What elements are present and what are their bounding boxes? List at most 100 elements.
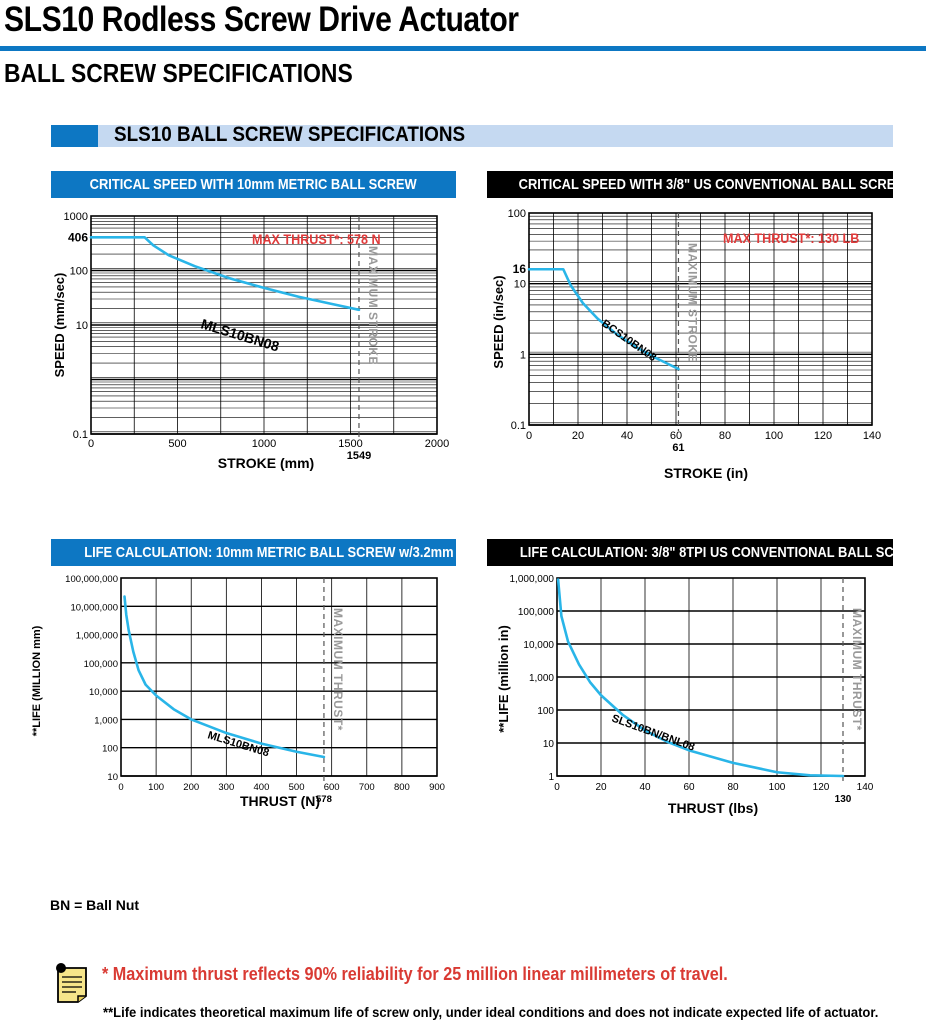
x-tick-label: 200	[183, 782, 199, 793]
ball-nut-note: BN = Ball Nut	[50, 897, 140, 913]
section-title: SLS10 BALL SCREW SPECIFICATIONS	[114, 123, 466, 146]
x-axis-title: STROKE (mm)	[218, 455, 314, 471]
y-tick-label: 100	[102, 744, 118, 755]
x-tick-label: 0	[88, 438, 94, 450]
y-tick-label: 1,000	[94, 715, 118, 726]
x-tick-label: 100	[148, 782, 164, 793]
max-thrust-note: * Maximum thrust reflects 90% reliabilit…	[102, 964, 728, 984]
x-tick-label: 120	[813, 782, 830, 793]
x-tick-label: 40	[621, 430, 633, 442]
y-tick-label: 10,000	[523, 640, 554, 651]
x-tick-label-special: 61	[672, 442, 684, 454]
max-limit-label: MAXIMUM STROKE	[366, 246, 380, 365]
chart-header-label: LIFE CALCULATION: 10mm METRIC BALL SCREW…	[84, 544, 493, 561]
y-tick-label-special: 406	[68, 230, 88, 244]
y-tick-label: 100,000,000	[65, 574, 118, 585]
y-tick-label: 100	[537, 706, 554, 717]
y-axis-title: **LIFE (million in)	[496, 625, 511, 733]
note-pad-icon	[56, 963, 87, 1003]
y-tick-label: 1,000,000	[76, 631, 118, 642]
page-title: SLS10 Rodless Screw Drive Actuator	[4, 0, 519, 39]
page-subtitle: BALL SCREW SPECIFICATIONS	[4, 58, 353, 88]
x-tick-label: 0	[526, 430, 532, 442]
critical-speed-metric-chart: 0.1 10 100 1000 406 0 500 1000 1500 2000 1549 MAXIM…	[52, 211, 449, 471]
y-tick-label: 100,000	[518, 607, 555, 618]
x-tick-label: 500	[289, 782, 305, 793]
series-line	[556, 578, 845, 778]
x-tick-label: 80	[727, 782, 739, 793]
title-rule	[0, 46, 926, 51]
series-label: SLS10BN/BNL08	[610, 713, 696, 754]
x-tick-label: 100	[769, 782, 786, 793]
chart-header-life-metric: LIFE CALCULATION: 10mm METRIC BALL SCREW…	[51, 539, 492, 566]
x-axis-title: STROKE (in)	[664, 465, 748, 481]
x-tick-label-special: 1549	[347, 450, 371, 462]
max-limit-label: MAXIMUM THRUST*	[850, 608, 864, 731]
max-thrust-annotation: MAX THRUST*: 578 N	[252, 231, 381, 247]
section-bar-accent	[51, 125, 98, 147]
x-tick-label: 300	[218, 782, 234, 793]
x-tick-label-special: 578	[316, 794, 332, 805]
y-tick-label: 100,000	[84, 659, 118, 670]
y-tick-label: 1	[520, 349, 526, 361]
y-tick-label-special: 16	[513, 262, 527, 276]
series-label: MLS10BN08	[206, 729, 270, 759]
y-tick-label: 1,000	[529, 673, 554, 684]
x-tick-label-special: 130	[835, 794, 852, 805]
x-tick-label: 60	[670, 430, 682, 442]
x-tick-label: 1500	[338, 438, 362, 450]
plot-frame	[556, 577, 866, 777]
y-tick-label: 10	[514, 279, 526, 291]
x-tick-label: 40	[639, 782, 651, 793]
x-tick-label: 80	[719, 430, 731, 442]
plot-frame	[528, 212, 873, 426]
series-label: MLS10BN08	[199, 316, 281, 355]
x-tick-label: 900	[429, 782, 445, 793]
x-tick-label: 60	[683, 782, 695, 793]
chart-header-critical-speed-us: CRITICAL SPEED WITH 3/8" US CONVENTIONAL…	[487, 171, 908, 198]
y-axis-title: SPEED (mm/sec)	[52, 273, 67, 378]
x-tick-label: 100	[765, 430, 783, 442]
chart-header-label: CRITICAL SPEED WITH 3/8" US CONVENTIONAL…	[518, 176, 908, 193]
x-tick-label: 20	[572, 430, 584, 442]
max-limit-label: MAXIMUM STROKE	[685, 243, 699, 362]
x-axis-title: THRUST (N)	[240, 793, 320, 809]
life-metric-chart: 10 100 1,000 10,000 100,000 1,000,000 10,000,0…	[31, 574, 445, 809]
x-tick-label: 120	[814, 430, 832, 442]
life-us-chart: 1 10 100 1,000 10,000 100,000 1,000,000 0 20 40 60…	[496, 574, 874, 816]
x-tick-label: 140	[863, 430, 881, 442]
y-tick-label: 10	[76, 320, 88, 332]
chart-header-life-us: LIFE CALCULATION: 3/8" 8TPI US CONVENTIO…	[487, 539, 924, 566]
chart-header-label: CRITICAL SPEED WITH 10mm METRIC BALL SCR…	[89, 176, 418, 193]
chart-header-critical-speed-metric: CRITICAL SPEED WITH 10mm METRIC BALL SCR…	[51, 171, 456, 198]
x-tick-label: 0	[554, 782, 560, 793]
series-line	[89, 236, 361, 312]
y-tick-label: 10,000,000	[70, 602, 118, 613]
chart-header-label: LIFE CALCULATION: 3/8" 8TPI US CONVENTIO…	[519, 544, 924, 561]
y-tick-label: 100	[70, 266, 88, 278]
life-note: **Life indicates theoretical maximum lif…	[103, 1004, 879, 1020]
series-label: BCS10BN08	[599, 318, 658, 364]
section-bar	[51, 125, 893, 147]
y-tick-label: 1000	[64, 211, 88, 223]
x-tick-label: 800	[394, 782, 410, 793]
y-tick-label: 10,000	[89, 687, 118, 698]
x-tick-label: 400	[254, 782, 270, 793]
y-tick-label: 10	[543, 739, 555, 750]
y-tick-label: 0.1	[511, 420, 526, 432]
max-limit-label: MAXIMUM THRUST*	[331, 608, 345, 731]
y-tick-label: 1,000,000	[510, 574, 555, 585]
plot-frame	[120, 577, 438, 777]
x-tick-label: 20	[595, 782, 607, 793]
x-tick-label: 1000	[252, 438, 276, 450]
y-axis-title: **LIFE (MILLION mm)	[31, 625, 43, 736]
plot-frame	[90, 215, 438, 435]
max-thrust-annotation: MAX THRUST*: 130 LB	[723, 230, 859, 246]
critical-speed-us-chart: 0.1 1 10 100 16 0 20 40 60 80 100 120 140 61 MAXIMUM S…	[491, 208, 881, 481]
x-tick-label: 2000	[425, 438, 449, 450]
x-tick-label: 600	[324, 782, 340, 793]
x-axis-title: THRUST (lbs)	[668, 800, 758, 816]
y-tick-label: 1	[548, 772, 554, 783]
x-tick-label: 0	[118, 782, 123, 793]
y-tick-label: 100	[508, 208, 526, 220]
